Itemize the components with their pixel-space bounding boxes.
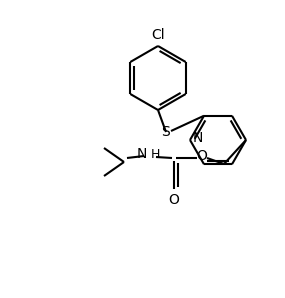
Text: N: N [193,131,203,145]
Text: S: S [162,125,170,139]
Text: H: H [151,148,160,161]
Text: O: O [197,149,207,163]
Text: N: N [137,147,147,161]
Text: Cl: Cl [151,28,165,42]
Text: O: O [168,193,180,207]
